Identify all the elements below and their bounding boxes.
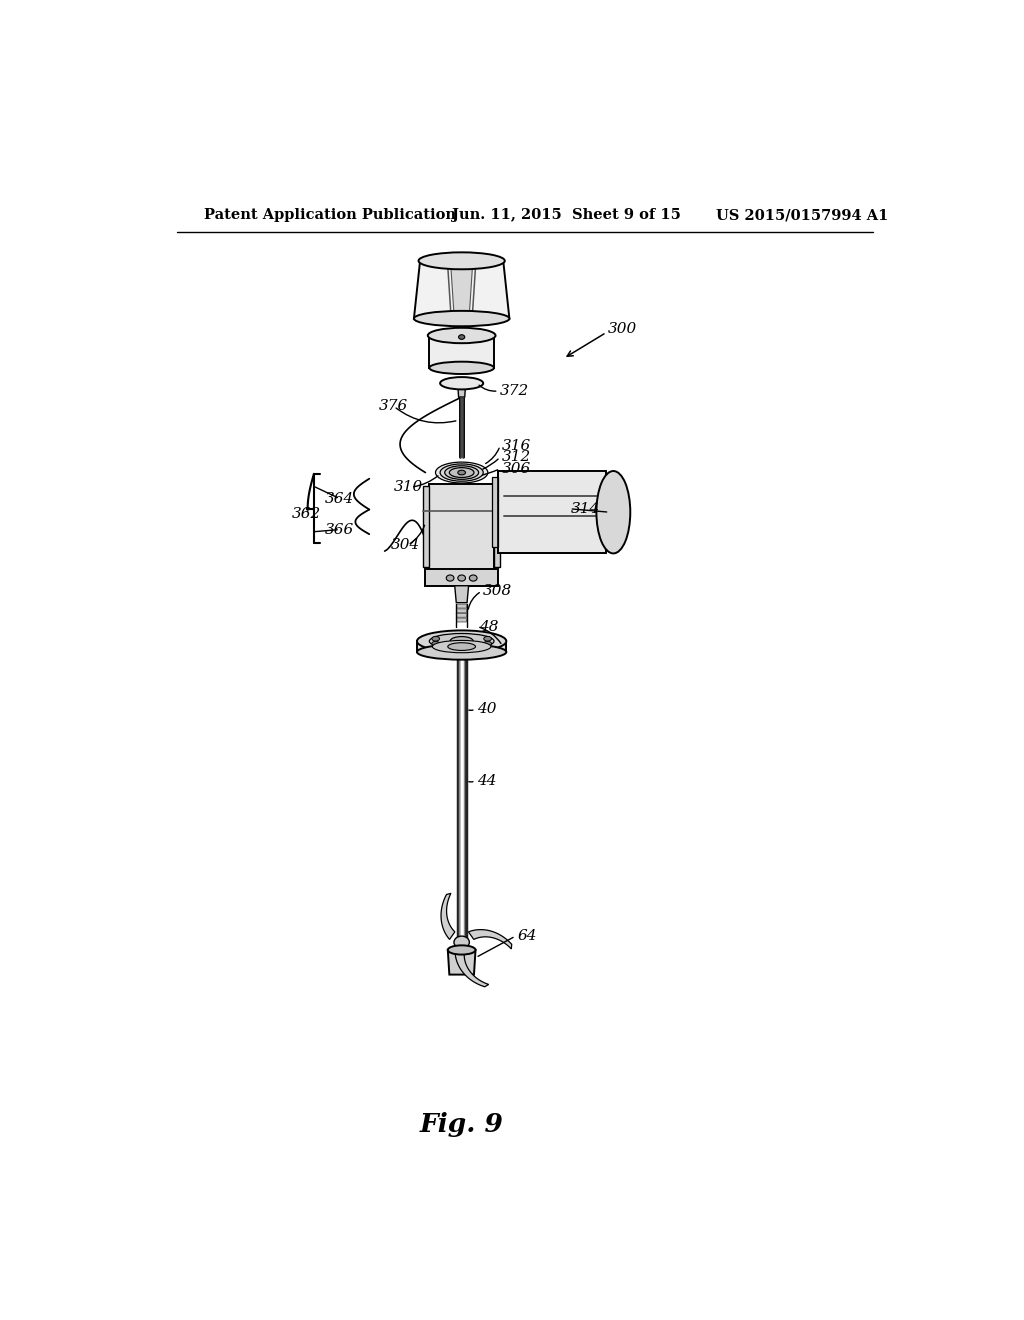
Text: 308: 308	[483, 585, 512, 598]
Text: 372: 372	[500, 384, 529, 397]
Text: 48: 48	[478, 619, 498, 634]
Ellipse shape	[432, 640, 490, 653]
Ellipse shape	[440, 463, 483, 482]
Polygon shape	[423, 487, 429, 566]
Polygon shape	[457, 614, 467, 618]
Polygon shape	[457, 609, 467, 612]
Ellipse shape	[429, 362, 494, 374]
Polygon shape	[447, 950, 475, 974]
Ellipse shape	[432, 642, 439, 645]
Ellipse shape	[440, 378, 483, 389]
Ellipse shape	[469, 576, 477, 581]
Text: 316: 316	[502, 438, 531, 453]
Ellipse shape	[450, 467, 474, 478]
Ellipse shape	[417, 644, 506, 660]
Polygon shape	[498, 471, 605, 553]
Text: 300: 300	[608, 322, 637, 337]
Ellipse shape	[446, 576, 454, 581]
Ellipse shape	[483, 636, 492, 642]
Text: 366: 366	[325, 523, 354, 536]
Polygon shape	[457, 605, 467, 609]
Text: 44: 44	[477, 774, 497, 788]
Ellipse shape	[459, 335, 465, 339]
Ellipse shape	[447, 643, 475, 651]
Polygon shape	[492, 478, 498, 548]
Ellipse shape	[306, 507, 309, 511]
Polygon shape	[455, 586, 469, 603]
Text: 364: 364	[325, 492, 354, 506]
Ellipse shape	[417, 631, 506, 652]
Ellipse shape	[444, 466, 478, 479]
Ellipse shape	[454, 936, 469, 948]
Ellipse shape	[596, 471, 631, 553]
Ellipse shape	[447, 945, 475, 954]
Ellipse shape	[419, 252, 505, 269]
Text: 40: 40	[477, 702, 497, 715]
Ellipse shape	[414, 312, 509, 326]
Polygon shape	[457, 618, 467, 622]
Text: Patent Application Publication: Patent Application Publication	[204, 209, 456, 222]
Ellipse shape	[451, 636, 473, 645]
Ellipse shape	[428, 327, 496, 343]
Text: 64: 64	[517, 929, 537, 942]
Polygon shape	[458, 385, 466, 397]
Ellipse shape	[458, 576, 466, 581]
Text: Jun. 11, 2015  Sheet 9 of 15: Jun. 11, 2015 Sheet 9 of 15	[453, 209, 681, 222]
Polygon shape	[451, 267, 472, 314]
Text: US 2015/0157994 A1: US 2015/0157994 A1	[716, 209, 888, 222]
Text: 314: 314	[571, 502, 600, 516]
Text: 312: 312	[502, 450, 531, 465]
Polygon shape	[417, 642, 506, 652]
Polygon shape	[455, 953, 488, 987]
Text: 310: 310	[394, 480, 423, 494]
Polygon shape	[441, 894, 455, 940]
Ellipse shape	[435, 462, 487, 483]
Polygon shape	[468, 929, 512, 949]
Polygon shape	[425, 569, 498, 586]
Text: 362: 362	[292, 507, 322, 521]
Polygon shape	[429, 484, 494, 570]
Polygon shape	[414, 261, 509, 318]
Polygon shape	[494, 487, 500, 566]
Ellipse shape	[458, 470, 466, 475]
Ellipse shape	[432, 636, 439, 642]
Ellipse shape	[429, 634, 494, 649]
Polygon shape	[429, 335, 494, 368]
Ellipse shape	[483, 642, 492, 645]
Text: Fig. 9: Fig. 9	[420, 1113, 504, 1138]
Text: 376: 376	[379, 400, 408, 413]
Text: 304: 304	[391, 539, 420, 552]
Text: 306: 306	[502, 462, 531, 475]
